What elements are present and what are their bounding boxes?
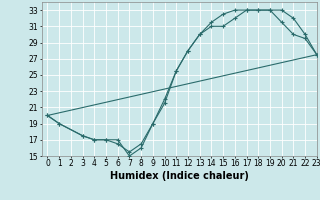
X-axis label: Humidex (Indice chaleur): Humidex (Indice chaleur) — [110, 171, 249, 181]
